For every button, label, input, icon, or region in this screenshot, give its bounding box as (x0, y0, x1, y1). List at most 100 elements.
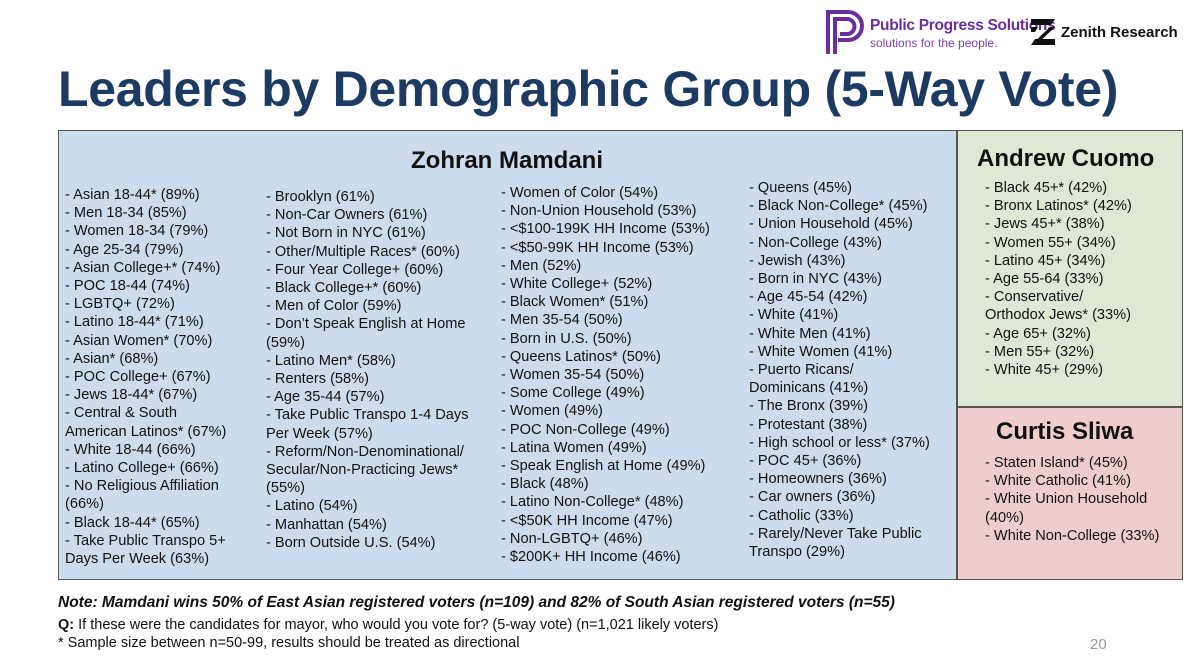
demographic-item: - The Bronx (39%) (749, 398, 868, 415)
pps-logo-tagline: solutions for the people. (870, 36, 998, 50)
cuomo-list: - Black 45+* (42%) - Bronx Latinos* (42%)… (985, 179, 1175, 379)
demographic-item: - Men 35-54 (50%) (501, 312, 623, 329)
demographic-item: - Puerto Ricans/ (749, 362, 854, 379)
sliwa-heading: Curtis Sliwa (996, 418, 1134, 445)
demographic-item: - Jewish (43%) (749, 252, 846, 269)
demographic-item: - Asian Women* (70%) (65, 332, 213, 349)
demographic-item: - Latino Men* (58%) (266, 352, 396, 369)
demographic-item: - Non-LGBTQ+ (46%) (501, 530, 643, 547)
demographic-item: - White (41%) (749, 307, 839, 324)
demographic-item: Days Per Week (63%) (65, 551, 210, 568)
demographic-item: - Renters (58%) (266, 371, 369, 388)
demographic-item: - Men 55+ (32%) (985, 343, 1095, 360)
survey-question: Q: If these were the candidates for mayo… (58, 617, 718, 633)
demographic-item: - No Religious Affiliation (65, 478, 219, 495)
demographic-item: - Black 18-44* (65%) (65, 514, 200, 531)
demographic-item: - Take Public Transpo 5+ (65, 532, 226, 549)
demographic-item: - Latino 45+ (34%) (985, 252, 1106, 269)
demographic-item: Orthodox Jews* (33%) (985, 307, 1131, 324)
demographic-item: - Age 45-54 (42%) (749, 289, 868, 306)
demographic-item: - Latino 18-44* (71%) (65, 314, 204, 331)
demographic-item: - Conservative/ (985, 289, 1084, 306)
demographic-item: - White Women (41%) (749, 343, 893, 360)
demographic-item: - Homeowners (36%) (749, 471, 887, 488)
demographic-item: - Age 35-44 (57%) (266, 389, 385, 406)
demographic-item: - Age 65+ (32%) (985, 325, 1091, 342)
demographic-item: - Black (48%) (501, 476, 589, 493)
demographic-item: - White Catholic (41%) (985, 473, 1131, 490)
demographic-item: - White Men (41%) (749, 325, 871, 342)
demographic-item: - Speak English at Home (49%) (501, 458, 706, 475)
demographic-item: - Latino College+ (66%) (65, 460, 219, 477)
sample-size-footnote: * Sample size between n=50-99, results s… (58, 635, 520, 651)
demographic-item: - <$50-99K HH Income (53%) (501, 239, 694, 256)
demographic-item: - Non-College (43%) (749, 234, 883, 251)
demographic-item: (55%) (266, 480, 305, 497)
demographic-item: - Men of Color (59%) (266, 298, 402, 315)
demographic-item: - Women of Color (54%) (501, 185, 659, 201)
demographic-item: - Brooklyn (61%) (266, 189, 375, 205)
demographic-item: - POC 45+ (36%) (749, 453, 862, 470)
demographic-item: - Latina Women (49%) (501, 439, 647, 456)
demographic-item: - Asian* (68%) (65, 350, 159, 367)
demographic-item: - Asian 18-44* (89%) (65, 187, 200, 203)
demographic-item: - Rarely/Never Take Public (749, 525, 922, 542)
mamdani-column-1: - Asian 18-44* (89%) - Men 18-34 (85%) - W… (65, 186, 255, 568)
pps-logo-name: Public Progress Solutions (870, 17, 1056, 34)
demographic-item: - Don’t Speak English at Home (266, 316, 466, 333)
zenith-logo-icon (1031, 19, 1055, 45)
demographic-item: - POC College+ (67%) (65, 369, 211, 386)
cuomo-panel: Andrew Cuomo - Black 45+* (42%) - Bronx L… (957, 130, 1183, 407)
demographic-item: - <$100-199K HH Income (53%) (501, 221, 710, 238)
demographic-item: - POC 18-44 (74%) (65, 278, 190, 295)
demographic-item: - $200K+ HH Income (46%) (501, 549, 681, 566)
demographic-item: - Non-Union Household (53%) (501, 203, 697, 220)
demographic-item: - POC Non-College (49%) (501, 421, 670, 438)
demographic-item: - Bronx Latinos* (42%) (985, 198, 1132, 215)
demographic-item: - Black Women* (51%) (501, 294, 649, 311)
sliwa-panel: Curtis Sliwa - Staten Island* (45%) - Whi… (957, 407, 1183, 580)
demographic-item: - High school or less* (37%) (749, 434, 930, 451)
demographic-item: - White Non-College (33%) (985, 527, 1160, 544)
demographic-item: - Catholic (33%) (749, 507, 854, 524)
mamdani-asian-voters-note: Note: Mamdani wins 50% of East Asian reg… (58, 594, 895, 611)
demographic-item: Transpo (29%) (749, 544, 845, 561)
pps-logo-icon (826, 10, 864, 54)
mamdani-column-4: - Queens (45%) - Black Non-College* (45%)… (749, 179, 949, 561)
demographic-item: - Queens Latinos* (50%) (501, 348, 661, 365)
demographic-item: - Non-Car Owners (61%) (266, 207, 428, 224)
sliwa-list: - Staten Island* (45%) - White Catholic (… (985, 454, 1180, 545)
question-label: Q: (58, 617, 75, 633)
demographic-item: - Age 25-34 (79%) (65, 241, 184, 258)
demographic-item: - Four Year College+ (60%) (266, 261, 444, 278)
demographic-item: - Men (52%) (501, 257, 582, 274)
demographic-item: - Women 18-34 (79%) (65, 223, 209, 240)
demographic-item: - Central & South (65, 405, 177, 422)
demographic-item: - Women 55+ (34%) (985, 234, 1116, 251)
mamdani-panel: Zohran Mamdani - Asian 18-44* (89%) - Men… (58, 130, 957, 580)
demographic-item: - Car owners (36%) (749, 489, 876, 506)
question-text: If these were the candidates for mayor, … (74, 617, 719, 633)
demographic-item: - Staten Island* (45%) (985, 455, 1128, 471)
demographic-item: - Born in NYC (43%) (749, 271, 883, 288)
demographic-item: - LGBTQ+ (72%) (65, 296, 175, 313)
demographic-item: - White 18-44 (66%) (65, 441, 196, 458)
demographic-item: - Some College (49%) (501, 385, 645, 402)
demographic-item: - Not Born in NYC (61%) (266, 225, 426, 242)
mamdani-column-3: - Women of Color (54%) - Non-Union Househ… (501, 184, 736, 566)
demographic-item: - Black Non-College* (45%) (749, 198, 928, 215)
page-number: 20 (1090, 636, 1107, 653)
demographic-item: - Jews 18-44* (67%) (65, 387, 198, 404)
demographic-item: - Jews 45+* (38%) (985, 216, 1105, 233)
cuomo-heading: Andrew Cuomo (977, 145, 1155, 172)
demographic-item: (40%) (985, 509, 1024, 526)
demographic-item: - White Union Household (985, 491, 1148, 508)
zenith-logo-name: Zenith Research (1061, 24, 1178, 41)
demographic-item: Dominicans (41%) (749, 380, 869, 397)
page-title: Leaders by Demographic Group (5-Way Vote… (58, 61, 1119, 117)
demographic-item: - Manhattan (54%) (266, 516, 387, 533)
demographic-item: - <$50K HH Income (47%) (501, 512, 673, 529)
demographic-item: Per Week (57%) (266, 425, 373, 442)
demographic-item: Secular/Non-Practicing Jews* (266, 462, 459, 479)
demographic-item: - Take Public Transpo 1-4 Days (266, 407, 469, 424)
